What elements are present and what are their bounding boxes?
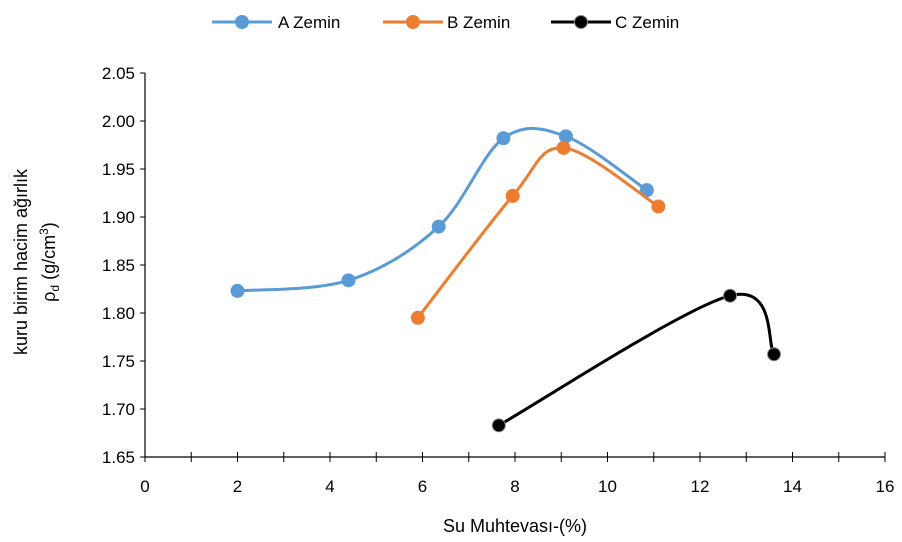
y-tick-label: 1.70: [102, 400, 135, 419]
x-tick-label: 16: [876, 477, 895, 496]
legend-item: B Zemin: [383, 13, 510, 32]
data-point: [431, 219, 446, 234]
x-axis-title: Su Muhtevası-(%): [443, 516, 587, 536]
data-point: [767, 347, 781, 362]
y-tick-label: 1.85: [102, 256, 135, 275]
series-1: [230, 126, 654, 298]
data-point: [505, 188, 520, 203]
legend-label: A Zemin: [278, 13, 340, 32]
axes: 1.65 1.70 1.75 1.80 1.85 1.90 1.95 2.00 2.05 0 2 4 6…: [102, 64, 895, 496]
legend: A Zemin B Zemin C Zemin: [212, 13, 679, 32]
y-tick-label: 2.05: [102, 64, 135, 83]
x-tick-label: 14: [783, 477, 802, 496]
y-tick-label: 1.80: [102, 304, 135, 323]
y-axis-title-line1: kuru birim hacim ağırlık: [11, 168, 31, 355]
y-tick-label: 1.95: [102, 160, 135, 179]
data-point: [558, 129, 573, 144]
x-tick-label: 8: [510, 477, 519, 496]
legend-item: A Zemin: [212, 13, 340, 32]
y-tick-label: 1.65: [102, 448, 135, 467]
data-point: [651, 199, 666, 214]
y-tick-label: 2.00: [102, 112, 135, 131]
data-point: [230, 283, 245, 298]
legend-label: B Zemin: [447, 13, 510, 32]
legend-swatch-marker: [574, 15, 588, 29]
data-point: [723, 288, 738, 303]
y-axis-title-line2: ρd (g/cm3): [37, 222, 62, 302]
data-point: [491, 418, 506, 433]
series-3: [491, 288, 781, 433]
series-line: [498, 292, 776, 427]
legend-label: C Zemin: [615, 13, 679, 32]
series-2: [410, 140, 666, 325]
legend-swatch-marker: [235, 15, 249, 29]
legend-item: C Zemin: [551, 13, 679, 32]
data-point: [410, 310, 425, 325]
data-point: [341, 273, 356, 288]
series-line: [416, 146, 660, 319]
x-tick-label: 12: [691, 477, 710, 496]
x-tick-label: 2: [233, 477, 242, 496]
series-layer: [230, 126, 781, 433]
y-axis-title: kuru birim hacim ağırlık ρd (g/cm3): [11, 168, 62, 355]
data-point: [556, 140, 571, 155]
x-tick-label: 4: [325, 477, 334, 496]
legend-swatch-marker: [406, 15, 420, 29]
x-tick-label: 6: [418, 477, 427, 496]
y-tick-label: 1.90: [102, 208, 135, 227]
x-tick-label: 10: [598, 477, 617, 496]
data-point: [496, 131, 511, 146]
x-tick-label: 0: [140, 477, 149, 496]
y-tick-label: 1.75: [102, 352, 135, 371]
